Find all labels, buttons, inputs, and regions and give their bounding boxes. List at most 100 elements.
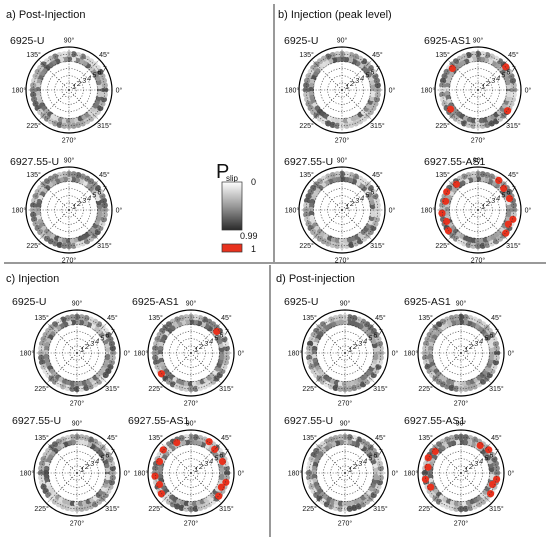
polar-plot-c3: 1 2 3 4 5 6 7 90° 45° 0° 315° 270° 225° 180° 135° xyxy=(20,420,131,528)
polar-degree-label: 225° xyxy=(34,385,49,393)
polar-cell xyxy=(70,122,77,129)
polar-degree-label: 45° xyxy=(491,434,502,442)
polar-ring-label: 5 xyxy=(484,455,488,462)
polar-cell xyxy=(73,433,81,440)
polar-degree-label: 90° xyxy=(186,420,197,428)
polar-ring-label: 7 xyxy=(102,187,107,194)
polar-cell xyxy=(304,77,311,84)
polar-degree-label: 270° xyxy=(62,257,77,265)
polar-cell xyxy=(178,504,185,511)
polar-degree-label: 90° xyxy=(64,157,75,165)
polar-degree-label: 225° xyxy=(302,505,317,513)
polar-slip-cell xyxy=(500,184,508,192)
polar-plot-a2: 1 2 3 4 5 6 7 90° 45° 0° 315° 270° 225° 180° 135° xyxy=(12,157,123,265)
polar-grid-ring xyxy=(439,451,483,495)
polar-degree-label: 135° xyxy=(26,171,41,179)
polar-grid-ring xyxy=(337,345,353,361)
polar-ring-label: 7 xyxy=(224,330,229,337)
panel-b-title: b) Injection (peak level) xyxy=(278,9,392,21)
polar-slip-cell xyxy=(509,215,517,223)
polar-ring-label: 6 xyxy=(105,333,109,340)
polar-degree-label: 90° xyxy=(72,420,83,428)
polar-cell xyxy=(462,505,469,512)
polar-grid-ring xyxy=(337,465,353,481)
polar-cell xyxy=(183,434,190,441)
polar-degree-label: 90° xyxy=(473,37,484,45)
polar-ring-label: 7 xyxy=(511,67,516,74)
polar-degree-label: 270° xyxy=(335,257,350,265)
polar-cell xyxy=(65,170,73,177)
polar-cell xyxy=(376,479,383,486)
polar-slip-cell xyxy=(155,457,164,466)
polar-ring-label: 1 xyxy=(72,84,76,91)
polar-cell xyxy=(465,121,472,128)
polar-cell xyxy=(223,465,230,472)
polar-grid-ring xyxy=(47,188,91,232)
polar-cell xyxy=(38,354,45,361)
polar-cell xyxy=(332,384,339,391)
polar-grid-ring xyxy=(169,331,213,375)
polar-ring-label: 4 xyxy=(479,338,483,345)
polar-ring-label: 3 xyxy=(491,198,495,205)
colorbar: P slip 0 0.99 1 xyxy=(216,161,258,254)
polar-cell xyxy=(61,242,68,249)
polar-cell xyxy=(104,353,111,361)
polar-slip-cell xyxy=(487,490,495,498)
polar-cell xyxy=(422,345,429,352)
polar-cell xyxy=(373,216,380,223)
polar-cell xyxy=(470,122,477,129)
polar-slip-cell xyxy=(488,480,497,489)
polar-cell xyxy=(505,90,512,98)
polar-cell xyxy=(83,315,90,322)
colorbar-tick-mid: 0.99 xyxy=(240,231,258,241)
polar-ring-label: 3 xyxy=(204,461,208,468)
polar-cell xyxy=(337,434,344,441)
polar-degree-label: 225° xyxy=(435,242,450,250)
polar-degree-label: 45° xyxy=(375,434,386,442)
polar-grid-ring xyxy=(456,188,500,232)
polar-cell xyxy=(462,434,469,441)
polar-degree-label: 225° xyxy=(34,505,49,513)
polar-ring-label: 1 xyxy=(481,84,485,91)
polar-slip-cell xyxy=(424,454,432,462)
polar-cell xyxy=(306,465,313,472)
polar-cell xyxy=(83,435,90,442)
polar-ring-label: 1 xyxy=(72,204,76,211)
polar-cell xyxy=(334,122,341,129)
polar-grid-ring xyxy=(169,451,213,495)
polar-cell xyxy=(343,242,350,249)
polar-cell xyxy=(493,465,500,472)
polar-degree-label: 90° xyxy=(337,157,348,165)
polar-ring-label: 6 xyxy=(506,70,510,77)
polar-cell xyxy=(78,314,85,321)
polar-ring-label: 6 xyxy=(370,70,374,77)
polar-degree-label: 225° xyxy=(418,505,433,513)
polar-grid-ring xyxy=(308,316,382,390)
polar-cell xyxy=(61,171,68,178)
plot-label-d2: 6925-AS1 xyxy=(404,296,451,308)
polar-cell xyxy=(484,52,491,59)
polar-cell xyxy=(303,202,310,209)
polar-cell xyxy=(374,211,381,218)
polar-cell xyxy=(56,241,63,248)
polar-cell xyxy=(474,243,482,250)
polar-cell xyxy=(30,202,37,209)
polar-degree-label: 180° xyxy=(20,350,35,358)
polar-grid-ring xyxy=(47,68,91,112)
colorbar-symbol: P xyxy=(216,161,229,183)
polar-degree-label: 135° xyxy=(26,51,41,59)
polar-degree-label: 315° xyxy=(506,242,521,250)
polar-cell xyxy=(448,504,455,511)
polar-degree-label: 0° xyxy=(238,470,245,478)
polar-cell xyxy=(101,91,108,98)
polar-ring-label: 5 xyxy=(100,455,104,462)
polar-cell xyxy=(372,353,379,361)
polar-cell xyxy=(109,474,116,481)
polar-cell xyxy=(96,90,103,98)
polar-degree-label: 45° xyxy=(372,51,383,59)
polar-ring-label: 2 xyxy=(198,344,203,351)
polar-slip-cell xyxy=(222,478,230,486)
polar-cell xyxy=(369,90,376,98)
polar-degree-label: 0° xyxy=(389,207,396,215)
polar-cell xyxy=(488,353,495,361)
